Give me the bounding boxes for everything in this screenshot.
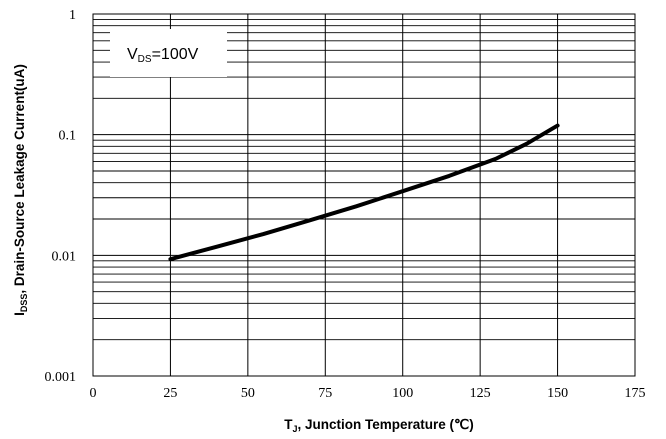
annotation-box [110,29,227,77]
x-tick-label: 150 [547,386,568,401]
y-axis-title-main: I [12,312,27,316]
vds-annotation: VDS=100V [127,46,199,65]
x-tick-labels: 0 25 50 75 100 125 150 175 [90,386,646,401]
annotation-sub: DS [138,54,152,65]
y-tick-label: 0.1 [59,129,77,144]
x-axis-title-sub: J [293,424,298,434]
y-axis-title: IDSS, Drain-Source Leakage Current(uA) [12,64,29,316]
x-tick-label: 75 [318,386,332,401]
minor-gridlines [93,19,635,341]
y-tick-label: 1 [69,8,76,23]
x-tick-label: 100 [392,386,413,401]
x-tick-label: 175 [625,386,646,401]
x-tick-label: 125 [470,386,491,401]
x-axis-title: TJ, Junction Temperature (℃) [284,417,473,434]
y-axis-title-rest: , Drain-Source Leakage Current(uA) [12,64,27,294]
x-axis-title-rest: , Junction Temperature (℃) [298,417,474,432]
x-axis-title-main: T [284,417,293,432]
x-tick-label: 25 [163,386,177,401]
x-tick-label: 0 [90,386,97,401]
series-layer [168,123,560,262]
y-tick-label: 0.001 [45,370,77,385]
x-tick-label: 50 [241,386,255,401]
annotation-rest: =100V [152,46,199,63]
annotation-main: V [127,46,138,63]
y-tick-label: 0.01 [52,249,77,264]
series-line [168,123,560,262]
plot-frame [92,13,636,377]
y-tick-labels: 0.001 0.01 0.1 1 [45,8,77,385]
y-axis-title-sub: DSS [19,294,29,313]
